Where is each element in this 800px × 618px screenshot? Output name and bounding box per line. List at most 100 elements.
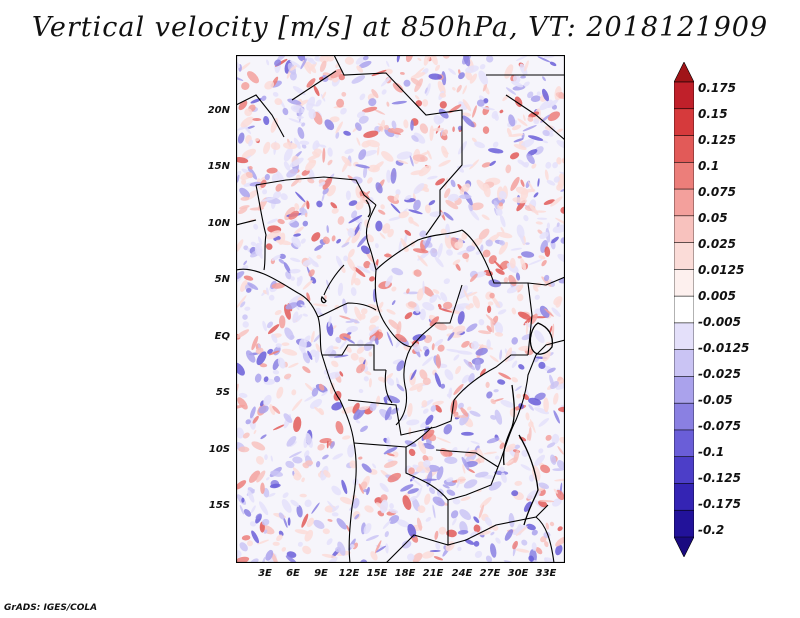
velocity-patch	[443, 278, 450, 285]
velocity-patch	[533, 118, 540, 125]
velocity-patch	[322, 176, 333, 190]
velocity-patch	[422, 408, 429, 414]
velocity-patch	[458, 402, 464, 410]
velocity-patch	[505, 87, 517, 95]
velocity-patch	[422, 186, 430, 193]
velocity-patch	[245, 350, 256, 363]
velocity-patch	[463, 289, 470, 301]
velocity-patch	[383, 460, 398, 468]
velocity-patch	[254, 138, 260, 142]
velocity-patch	[469, 410, 481, 417]
velocity-patch	[297, 541, 303, 547]
velocity-patch	[294, 226, 304, 234]
velocity-patch	[424, 87, 428, 94]
velocity-patch	[363, 260, 371, 269]
velocity-patch	[386, 101, 390, 107]
velocity-patch	[539, 231, 549, 239]
velocity-patch	[253, 223, 259, 230]
velocity-patch	[450, 510, 459, 519]
velocity-patch	[500, 226, 505, 234]
velocity-patch	[371, 89, 379, 99]
velocity-patch	[437, 117, 445, 124]
velocity-patch	[289, 60, 302, 69]
velocity-patch	[512, 74, 521, 83]
velocity-patch	[388, 508, 399, 514]
velocity-patch	[368, 378, 372, 388]
velocity-patch	[437, 344, 445, 352]
velocity-patch	[248, 165, 253, 170]
velocity-patch	[459, 509, 472, 521]
velocity-patch	[287, 219, 297, 224]
velocity-patch	[358, 406, 370, 411]
velocity-patch	[422, 443, 435, 450]
velocity-patch	[534, 392, 546, 401]
velocity-patch	[445, 199, 459, 210]
velocity-patch	[280, 193, 288, 201]
velocity-patch	[486, 339, 491, 349]
velocity-patch	[283, 373, 292, 380]
velocity-patch	[500, 400, 515, 408]
velocity-patch	[556, 157, 562, 165]
velocity-patch	[331, 402, 343, 411]
velocity-patch	[471, 237, 483, 247]
velocity-patch	[374, 243, 379, 249]
velocity-patch	[454, 415, 468, 418]
velocity-patch	[340, 107, 347, 115]
velocity-patch	[528, 404, 534, 411]
velocity-patch	[389, 503, 394, 509]
colorbar-bin	[674, 509, 694, 538]
velocity-patch	[444, 188, 451, 199]
velocity-patch	[545, 434, 552, 441]
velocity-patch	[355, 419, 361, 424]
velocity-patch	[242, 432, 250, 439]
velocity-patch	[236, 480, 247, 490]
velocity-patch	[236, 295, 247, 308]
velocity-patch	[404, 312, 413, 320]
velocity-patch	[290, 178, 300, 187]
colorbar	[674, 62, 694, 557]
colorbar-label: 0.025	[698, 237, 736, 251]
velocity-patch	[476, 99, 485, 107]
velocity-patch	[242, 265, 249, 270]
velocity-patch	[270, 470, 283, 477]
velocity-patch	[339, 371, 344, 377]
velocity-patch	[473, 524, 481, 533]
velocity-patch	[478, 319, 485, 326]
velocity-patch	[536, 217, 548, 220]
velocity-patch	[256, 244, 263, 259]
velocity-patch	[315, 343, 321, 353]
velocity-patch	[474, 358, 481, 371]
velocity-patch	[499, 466, 505, 473]
velocity-patch	[282, 492, 289, 499]
velocity-patch	[344, 148, 354, 154]
velocity-patch	[364, 505, 374, 513]
map-title: Vertical velocity [m/s] at 850hPa, VT: 2…	[31, 12, 769, 43]
velocity-patch	[273, 375, 281, 383]
velocity-patch	[396, 383, 405, 392]
velocity-patch	[300, 304, 307, 308]
velocity-patch	[553, 392, 559, 405]
velocity-patch	[372, 463, 377, 469]
velocity-patch	[553, 176, 560, 183]
velocity-patch	[438, 108, 449, 119]
velocity-patch	[317, 443, 325, 451]
velocity-patch	[543, 397, 549, 413]
velocity-patch	[422, 302, 435, 311]
velocity-patch	[454, 241, 463, 249]
velocity-patch	[326, 440, 329, 449]
velocity-patch	[361, 463, 372, 473]
velocity-patch	[519, 63, 528, 76]
velocity-patch	[296, 505, 303, 518]
velocity-patch	[544, 125, 554, 131]
velocity-patch	[545, 161, 552, 169]
velocity-patch	[387, 228, 394, 238]
velocity-patch	[498, 372, 512, 380]
velocity-patch	[432, 127, 444, 132]
velocity-patch	[407, 488, 419, 494]
velocity-patch	[488, 148, 504, 154]
velocity-patch	[276, 386, 284, 399]
velocity-patch	[490, 399, 496, 405]
velocity-patch	[359, 93, 366, 101]
velocity-patch	[419, 369, 428, 380]
velocity-patch	[241, 535, 251, 541]
